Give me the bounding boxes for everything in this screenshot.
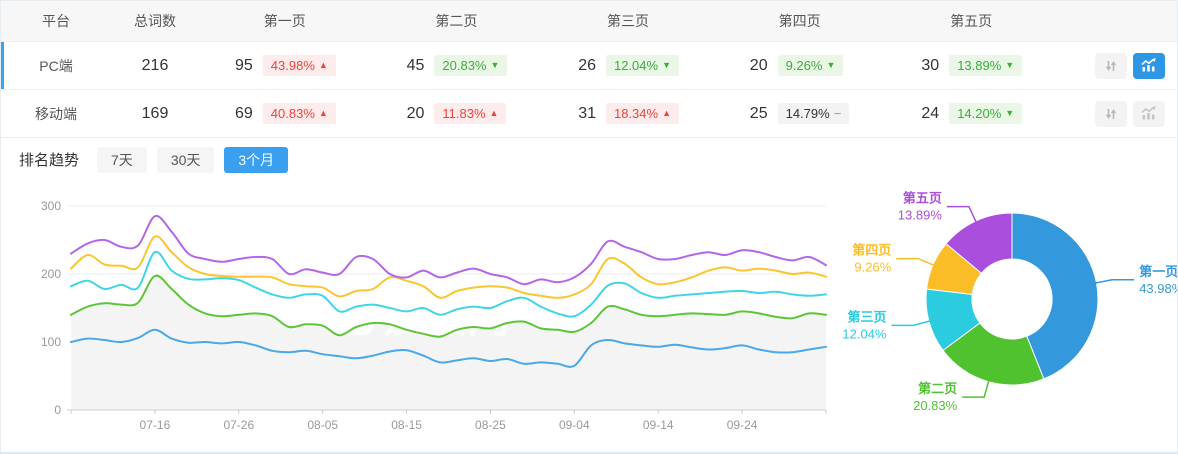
down-arrow-icon: ▼	[1005, 60, 1015, 70]
page3-change-badge: 18.34% ▲	[605, 103, 679, 124]
total-words-value: 169	[141, 104, 169, 122]
up-arrow-icon: ▲	[318, 60, 328, 70]
range-tab-30d[interactable]: 30天	[156, 146, 215, 173]
svg-text:43.98%: 43.98%	[1139, 281, 1178, 296]
svg-text:07-26: 07-26	[223, 418, 254, 432]
svg-text:0: 0	[54, 403, 61, 417]
page3-change-badge: 12.04% ▼	[605, 55, 679, 76]
page2-change-badge: 11.83% ▲	[434, 103, 507, 124]
header-total-words: 总词数	[134, 13, 176, 29]
svg-text:08-15: 08-15	[391, 418, 422, 432]
trend-chart-button[interactable]	[1133, 52, 1165, 79]
svg-text:08-25: 08-25	[475, 418, 506, 432]
page2-cell: 45 20.83% ▼	[390, 42, 522, 89]
svg-text:20.83%: 20.83%	[913, 398, 958, 413]
down-arrow-icon: ▼	[826, 60, 836, 70]
page3-count: 31	[578, 104, 596, 122]
svg-text:第四页: 第四页	[852, 243, 891, 258]
row-actions	[1057, 90, 1177, 137]
page4-change-badge: 14.79% −	[777, 103, 850, 124]
sort-arrows-icon	[1105, 108, 1117, 119]
svg-text:12.04%: 12.04%	[842, 326, 887, 341]
page5-cell: 30 13.89% ▼	[905, 42, 1037, 89]
up-arrow-icon: ▲	[318, 108, 328, 118]
page3-cell: 31 18.34% ▲	[562, 90, 694, 137]
svg-text:08-05: 08-05	[307, 418, 338, 432]
table-header-row: 平台 总词数 第一页 第二页 第三页 第四页 第五页	[1, 1, 1177, 41]
sort-button[interactable]	[1095, 100, 1127, 127]
svg-text:09-14: 09-14	[643, 418, 674, 432]
page2-count: 20	[406, 104, 425, 122]
range-tab-7d[interactable]: 7天	[97, 146, 147, 173]
sort-arrows-icon	[1105, 60, 1117, 71]
page5-count: 30	[921, 56, 940, 74]
page1-count: 69	[235, 104, 253, 122]
svg-text:07-16: 07-16	[140, 418, 171, 432]
trend-title: 排名趋势	[19, 152, 80, 169]
page3-cell: 26 12.04% ▼	[562, 42, 694, 89]
svg-text:第二页: 第二页	[918, 381, 957, 396]
header-page-4: 第四页	[778, 13, 821, 29]
platform-label: PC端	[39, 57, 73, 74]
svg-text:300: 300	[41, 199, 61, 213]
page2-cell: 20 11.83% ▲	[390, 90, 522, 137]
svg-text:爱站网: 爱站网	[383, 294, 509, 341]
svg-text:第三页: 第三页	[847, 309, 886, 324]
page4-cell: 20 9.26% ▼	[734, 42, 866, 89]
page4-count: 20	[749, 56, 768, 74]
page1-count: 95	[235, 56, 253, 74]
charts-area: 爱站网 07-16 07-26 08-05 08-15 08-25 09-04 09-14 09…	[1, 181, 1177, 452]
svg-text:100: 100	[41, 335, 61, 349]
header-page-3: 第三页	[606, 13, 649, 29]
rank-trend-line-chart: 爱站网 07-16 07-26 08-05 08-15 08-25 09-04 09-14 09…	[41, 199, 827, 432]
header-platform: 平台	[42, 13, 70, 29]
trend-chart-icon	[1141, 58, 1156, 72]
page4-cell: 25 14.79% −	[734, 90, 866, 137]
header-actions	[1057, 1, 1177, 41]
page4-change-badge: 9.26% ▼	[777, 55, 844, 76]
page3-count: 26	[578, 56, 596, 74]
page4-count: 25	[749, 104, 768, 122]
page1-cell: 95 43.98% ▲	[219, 42, 351, 89]
header-page-2: 第二页	[435, 13, 478, 29]
svg-text:第一页: 第一页	[1139, 264, 1178, 279]
trend-chart-button[interactable]	[1133, 100, 1165, 127]
svg-text:第五页: 第五页	[903, 191, 942, 206]
trend-toolbar: 排名趋势 7天 30天 3个月	[1, 137, 1177, 181]
down-arrow-icon: ▼	[490, 60, 500, 70]
total-words-value: 216	[141, 56, 169, 74]
table-row-pc[interactable]: PC端 216 95 43.98% ▲ 45 20.83% ▼ 26 12.04% ▼…	[1, 41, 1177, 89]
range-tab-3m[interactable]: 3个月	[224, 146, 289, 173]
svg-text:13.89%: 13.89%	[898, 208, 943, 223]
page1-cell: 69 40.83% ▲	[219, 90, 351, 137]
page-share-donut-chart: 第一页 43.98% 第二页 20.83% 第三页 12.04% 第四页 9.26% 第五页 13…	[842, 191, 1178, 414]
up-arrow-icon: ▲	[489, 108, 499, 118]
trend-chart-icon	[1141, 106, 1156, 120]
page1-change-badge: 40.83% ▲	[262, 103, 336, 124]
svg-text:200: 200	[41, 267, 61, 281]
page5-cell: 24 14.20% ▼	[905, 90, 1037, 137]
page5-change-badge: 14.20% ▼	[949, 103, 1023, 124]
header-page-5: 第五页	[950, 13, 993, 29]
header-page-1: 第一页	[263, 13, 306, 29]
page1-change-badge: 43.98% ▲	[262, 55, 336, 76]
up-arrow-icon: ▲	[662, 108, 671, 118]
page5-count: 24	[921, 104, 940, 122]
page2-change-badge: 20.83% ▼	[434, 55, 508, 76]
svg-text:9.26%: 9.26%	[854, 260, 891, 275]
down-arrow-icon: ▼	[1005, 108, 1015, 118]
table-row-mobile[interactable]: 移动端 169 69 40.83% ▲ 20 11.83% ▲ 31 18.34% ▲…	[1, 89, 1177, 137]
flat-arrow-icon: −	[833, 106, 842, 121]
svg-text:09-24: 09-24	[727, 418, 758, 432]
sort-button[interactable]	[1095, 52, 1127, 79]
down-arrow-icon: ▼	[662, 60, 671, 70]
page5-change-badge: 13.89% ▼	[949, 55, 1023, 76]
platform-label: 移动端	[35, 105, 77, 122]
row-actions	[1057, 42, 1177, 89]
page2-count: 45	[406, 56, 425, 74]
svg-text:09-04: 09-04	[559, 418, 590, 432]
